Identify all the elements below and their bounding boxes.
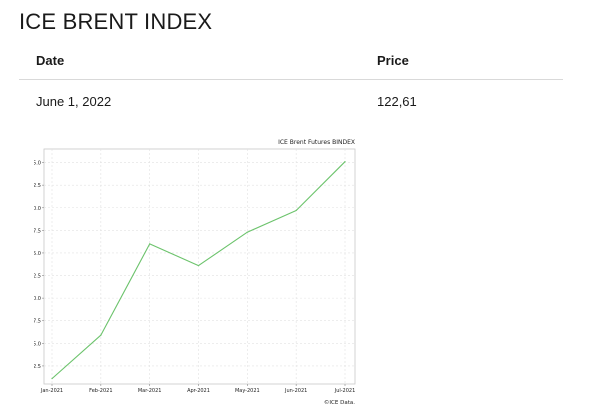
chart-grid <box>44 149 355 384</box>
chart-source: ©ICE Data. <box>324 399 355 406</box>
y-tick-label: 62.5 <box>34 274 41 280</box>
data-point <box>344 161 346 163</box>
y-tick-label: 55.0 <box>34 341 41 347</box>
series-layer <box>51 161 346 380</box>
header-price: Price <box>377 53 409 68</box>
x-tick-label: Jun-2021 <box>284 388 307 394</box>
plot-area <box>43 148 356 385</box>
table-row: June 1, 2022 122,61 <box>19 80 563 122</box>
price-table: Date Price June 1, 2022 122,61 <box>19 44 563 122</box>
cell-price: 122,61 <box>377 94 417 109</box>
x-axis: Jan-2021 Feb-2021 Mar-2021 Apr-2021 May-2021… <box>40 384 355 394</box>
data-point <box>295 209 297 212</box>
y-tick-label: 60.0 <box>34 296 41 302</box>
data-point <box>246 231 248 233</box>
x-tick-label: Mar-2021 <box>138 388 162 394</box>
y-tick-label: 52.5 <box>34 364 41 370</box>
x-tick-label: Feb-2021 <box>89 388 112 394</box>
x-tick-label: May-2021 <box>235 388 260 394</box>
data-point <box>100 334 102 336</box>
y-tick-label: 65.0 <box>34 251 41 257</box>
x-tick-label: Jul-2021 <box>334 388 356 394</box>
table-header: Date Price <box>19 44 563 80</box>
y-axis: 52.5 55.0 57.5 60.0 62.5 65.0 67.5 70.0 72.5 75.0 <box>34 161 44 370</box>
chart-svg: ICE Brent Futures BINDEX 52.5 55.0 57.5 60.… <box>34 139 356 406</box>
page-title: ICE BRENT INDEX <box>19 9 213 34</box>
data-point <box>51 377 53 380</box>
y-tick-label: 72.5 <box>34 183 41 189</box>
data-point <box>149 243 151 245</box>
y-tick-label: 67.5 <box>34 228 41 234</box>
x-tick-label: Jan-2021 <box>40 388 63 394</box>
x-tick-label: Apr-2021 <box>187 388 210 394</box>
brent-chart: ICE Brent Futures BINDEX 52.5 55.0 57.5 60.… <box>34 134 360 408</box>
chart-title: ICE Brent Futures BINDEX <box>278 139 355 146</box>
header-date: Date <box>36 53 65 68</box>
cell-date: June 1, 2022 <box>36 94 112 109</box>
data-point <box>197 264 200 267</box>
y-tick-label: 75.0 <box>34 161 41 167</box>
y-tick-label: 70.0 <box>34 206 41 212</box>
y-tick-label: 57.5 <box>34 319 41 325</box>
